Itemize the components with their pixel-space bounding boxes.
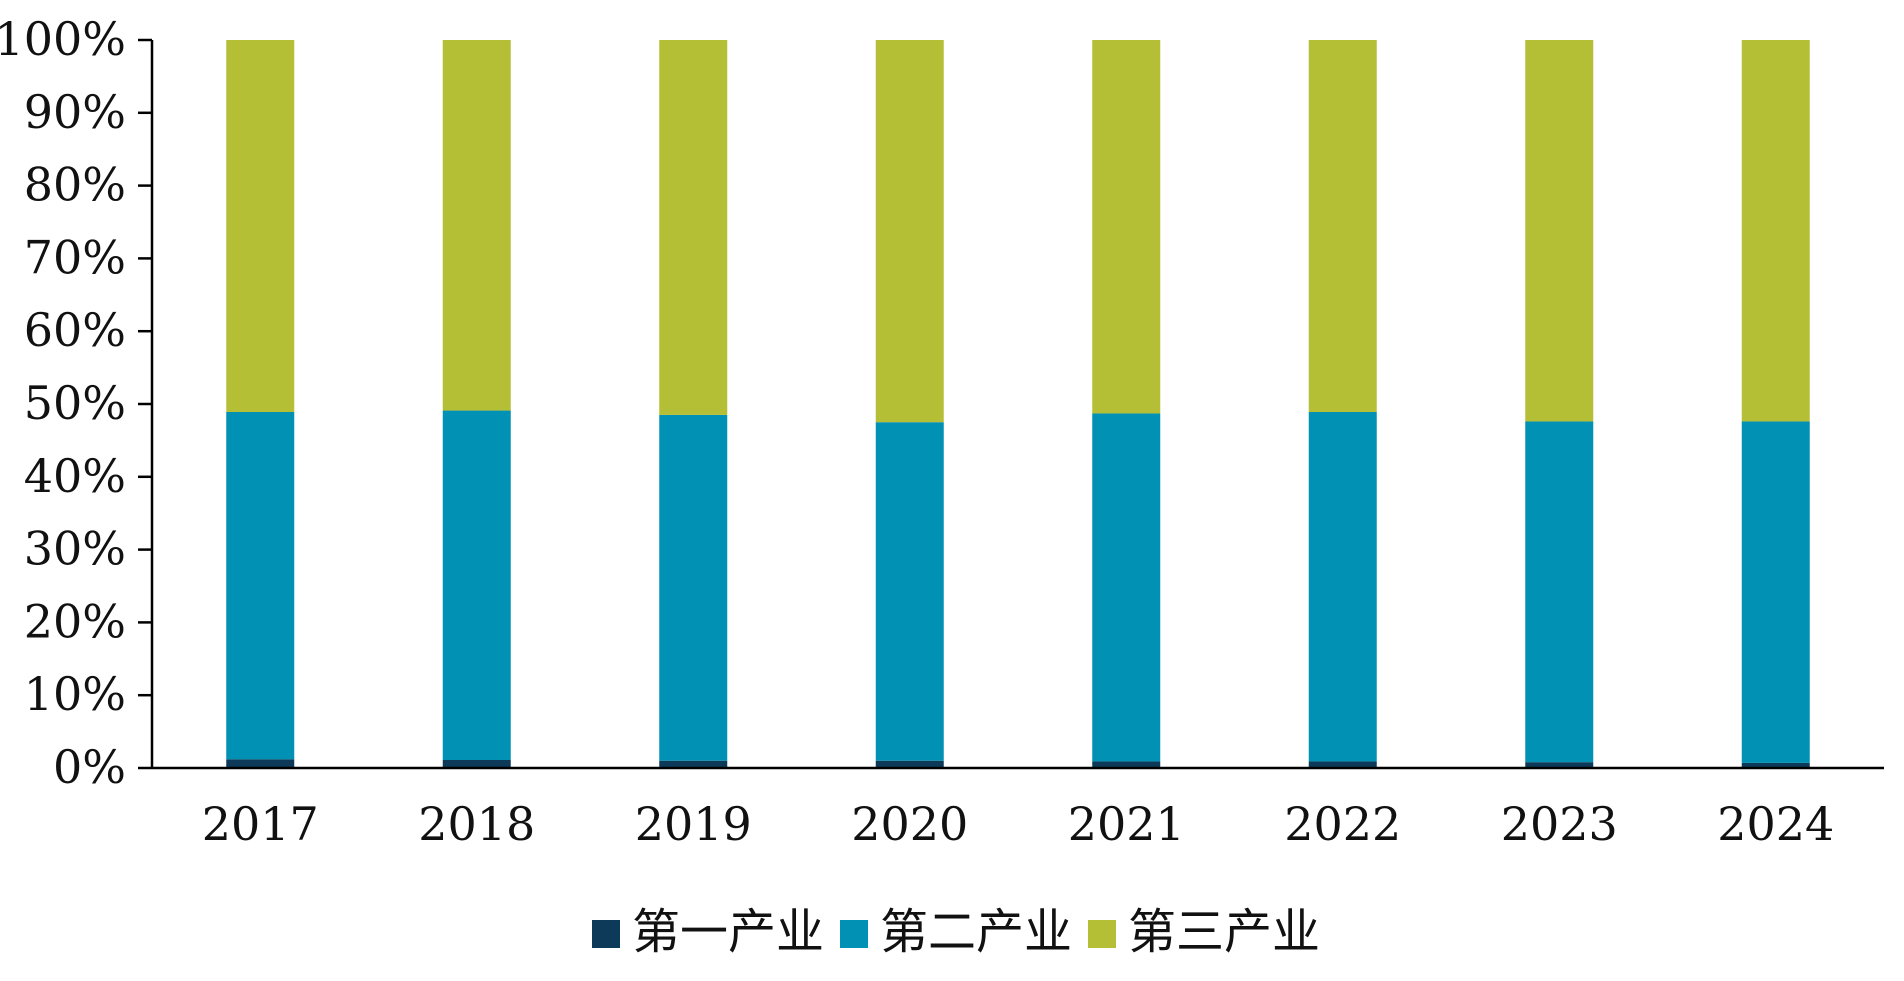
x-tick-label: 2017 — [202, 797, 319, 851]
x-tick-label: 2018 — [418, 797, 535, 851]
bar-segment-2017-1 — [226, 759, 295, 768]
y-tick-label: 40% — [24, 449, 126, 503]
bar-segment-2023-3 — [1525, 40, 1594, 422]
y-axis: 0% 10% 20% 30% 40% 50% 60% 70% 80% 90% 100% — [0, 12, 154, 794]
y-tick-label: 20% — [24, 594, 126, 648]
y-tick-label: 30% — [24, 522, 126, 576]
bar-segment-2019-2 — [659, 414, 728, 761]
y-tick-label: 0% — [53, 740, 126, 794]
y-tick-label: 10% — [24, 667, 126, 721]
x-axis: 2017 2018 2019 2020 2021 2022 2023 2024 — [152, 766, 1884, 851]
x-tick-label: 2021 — [1068, 797, 1185, 851]
bars-group — [226, 40, 1810, 768]
y-tick-label: 70% — [24, 230, 126, 284]
bar-segment-2018-3 — [442, 40, 511, 411]
bar-segment-2018-2 — [442, 410, 511, 760]
bar-segment-2019-3 — [659, 40, 728, 415]
legend-label: 第一产业 — [632, 904, 824, 960]
x-tick-label: 2022 — [1284, 797, 1401, 851]
y-tick-label: 90% — [24, 85, 126, 139]
bar-segment-2022-3 — [1308, 40, 1377, 413]
y-tick-label: 80% — [24, 158, 126, 212]
legend-label: 第二产业 — [880, 904, 1072, 960]
bar-segment-2018-1 — [442, 759, 511, 768]
bar-segment-2021-2 — [1092, 413, 1161, 762]
y-tick-label: 50% — [24, 376, 126, 430]
bar-segment-2020-2 — [875, 422, 944, 761]
bar-segment-2020-1 — [875, 760, 944, 768]
y-tick-label: 60% — [24, 303, 126, 357]
bar-segment-2022-1 — [1308, 761, 1377, 768]
bar-segment-2017-3 — [226, 40, 295, 413]
bar-segment-2022-2 — [1308, 412, 1377, 762]
bar-segment-2024-1 — [1741, 762, 1810, 768]
bar-segment-2024-2 — [1741, 421, 1810, 763]
x-tick-label: 2019 — [635, 797, 752, 851]
bar-segment-2021-1 — [1092, 761, 1161, 768]
x-tick-label: 2024 — [1717, 797, 1834, 851]
y-tick-label: 100% — [0, 12, 126, 66]
bar-segment-2024-3 — [1741, 40, 1810, 422]
bar-segment-2021-3 — [1092, 40, 1161, 414]
legend-swatch — [592, 920, 620, 948]
bar-segment-2017-2 — [226, 412, 295, 760]
x-tick-label: 2023 — [1501, 797, 1618, 851]
legend-swatch — [840, 920, 868, 948]
legend-swatch — [1088, 920, 1116, 948]
legend-label: 第三产业 — [1128, 904, 1320, 960]
bar-segment-2023-1 — [1525, 762, 1594, 768]
bar-segment-2019-1 — [659, 760, 728, 768]
bar-segment-2020-3 — [875, 40, 944, 423]
x-tick-label: 2020 — [851, 797, 968, 851]
legend: 第一产业 第二产业 第三产业 — [592, 904, 1320, 960]
bar-segment-2023-2 — [1525, 421, 1594, 763]
